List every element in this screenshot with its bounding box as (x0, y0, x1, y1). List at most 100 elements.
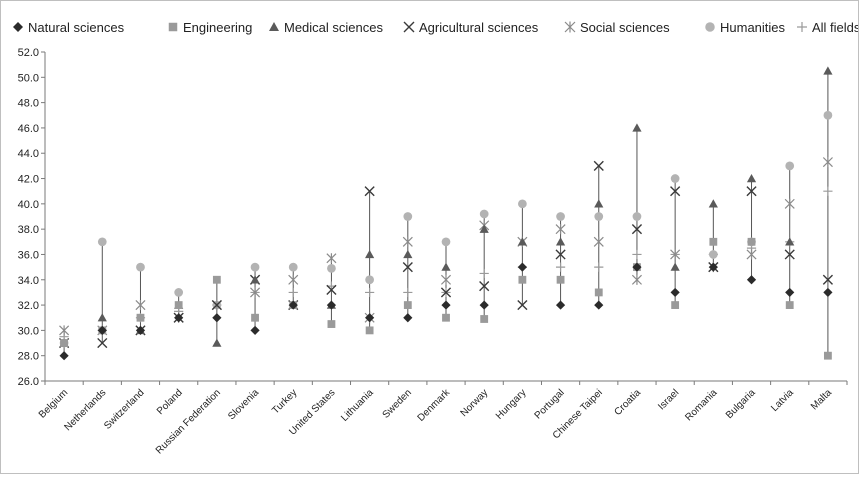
point-social-sciences-belgium (59, 325, 70, 336)
y-tick-label: 46.0 (18, 123, 39, 135)
legend-label: Engineering (183, 20, 252, 35)
point-natural-sciences-sweden (403, 313, 413, 323)
x-tick-label-latvia: Latvia (769, 387, 796, 414)
legend-marker-social-sciences (564, 21, 576, 33)
point-medical-sciences-hungary (517, 237, 527, 246)
point-social-sciences-croatia (631, 274, 642, 285)
point-social-sciences-bulgaria (746, 249, 757, 260)
legend-item-humanities: Humanities (705, 20, 786, 35)
point-agricultural-sciences-hungary (517, 299, 528, 311)
point-agricultural-sciences-sweden (402, 262, 413, 273)
point-social-sciences-chinese-taipei (593, 236, 604, 247)
point-medical-sciences-lithuania (365, 249, 375, 259)
point-natural-sciences-denmark (441, 300, 451, 310)
point-medical-sciences-malta (823, 66, 833, 75)
y-tick-label: 42.0 (18, 174, 39, 186)
point-social-sciences-denmark (440, 274, 452, 285)
point-engineering-bulgaria (747, 237, 756, 246)
point-social-sciences-malta (822, 157, 833, 168)
y-axis: 26.0 28.0 30.0 32.0 34.0 36.0 38.0 40.0 42.0 44.0… (18, 47, 46, 388)
point-humanities-lithuania (365, 275, 374, 285)
point-humanities-denmark (441, 237, 451, 247)
x-tick-label-slovenia: Slovenia (226, 387, 261, 422)
point-agricultural-sciences-latvia (784, 249, 795, 260)
point-natural-sciences-lithuania (365, 313, 375, 323)
point-humanities-croatia (632, 212, 642, 221)
point-engineering-romania (709, 237, 718, 246)
point-agricultural-sciences-croatia (631, 224, 643, 235)
point-engineering-poland (174, 301, 183, 309)
point-engineering-denmark (442, 313, 450, 322)
point-agricultural-sciences-bulgaria (746, 186, 757, 197)
point-engineering-slovenia (251, 313, 259, 322)
y-tick-label: 26.0 (18, 376, 39, 388)
legend-marker-all-fields (797, 22, 807, 32)
point-humanities-switzerland (136, 262, 145, 272)
y-tick-label: 48.0 (18, 98, 39, 110)
point-all-fields-croatia (632, 249, 642, 260)
x-tick-label-croatia: Croatia (612, 387, 643, 418)
x-tick-label-turkey: Turkey (270, 387, 299, 416)
point-engineering-hungary (518, 275, 527, 284)
legend-label: Natural sciences (28, 20, 125, 35)
series-agricultural-sciences (59, 160, 833, 349)
point-humanities-chinese-taipei (594, 212, 604, 221)
legend-label: Medical sciences (284, 20, 383, 35)
x-tick-label-netherlands: Netherlands (63, 387, 109, 433)
point-natural-sciences-romania (708, 262, 718, 272)
point-engineering-belgium (60, 339, 69, 347)
point-natural-sciences-turkey (288, 300, 298, 310)
point-agricultural-sciences-united-states (326, 284, 337, 295)
x-tick-label-lithuania: Lithuania (339, 387, 376, 424)
y-tick-label: 32.0 (18, 300, 39, 312)
x-tick-label-norway: Norway (459, 387, 491, 419)
x-tick-label-bulgaria: Bulgaria (724, 387, 758, 421)
point-social-sciences-portugal (555, 224, 566, 235)
point-engineering-chinese-taipei (594, 288, 603, 297)
point-engineering-malta (823, 351, 832, 360)
x-tick-label-israel: Israel (656, 387, 681, 412)
legend-item-agricultural-sciences: Agricultural sciences (403, 20, 539, 35)
legend: Natural sciences Engineering Medical scien… (13, 20, 859, 35)
data-markers (59, 66, 833, 361)
point-engineering-russian-federation (212, 275, 221, 284)
point-engineering-israel (671, 301, 680, 309)
point-social-sciences-sweden (402, 236, 413, 247)
point-social-sciences-united-states (326, 253, 337, 264)
point-natural-sciences-norway (479, 300, 489, 310)
point-natural-sciences-chinese-taipei (594, 300, 604, 310)
point-medical-sciences-chinese-taipei (594, 199, 604, 208)
legend-item-social-sciences: Social sciences (564, 20, 670, 35)
point-natural-sciences-poland (174, 313, 184, 323)
point-social-sciences-israel (670, 249, 681, 260)
point-engineering-sweden (403, 301, 412, 309)
point-humanities-hungary (518, 199, 527, 209)
y-tick-label: 34.0 (18, 275, 39, 287)
point-social-sciences-switzerland (135, 300, 146, 311)
point-humanities-united-states (327, 264, 336, 273)
point-medical-sciences-russian-federation (212, 338, 222, 347)
point-agricultural-sciences-lithuania (364, 186, 375, 197)
point-humanities-sweden (403, 212, 413, 221)
legend-label: Agricultural sciences (419, 20, 539, 35)
point-natural-sciences-netherlands (97, 325, 107, 335)
point-humanities-slovenia (250, 262, 260, 272)
point-all-fields-chinese-taipei (594, 262, 604, 272)
y-tick-label: 44.0 (18, 148, 39, 160)
point-humanities-turkey (288, 262, 298, 272)
x-tick-label-hungary: Hungary (494, 387, 529, 422)
legend-marker-agricultural-sciences (403, 21, 415, 33)
legend-label: Social sciences (580, 20, 670, 35)
point-medical-sciences-croatia (632, 123, 642, 132)
x-tick-label-portugal: Portugal (533, 387, 567, 421)
y-tick-label: 38.0 (18, 224, 39, 236)
point-agricultural-sciences-russian-federation (211, 299, 222, 311)
point-engineering-lithuania (365, 326, 374, 335)
point-social-sciences-slovenia (250, 287, 261, 298)
point-all-fields-turkey (288, 287, 298, 298)
point-medical-sciences-sweden (403, 249, 413, 259)
point-medical-sciences-slovenia (250, 275, 260, 284)
point-medical-sciences-norway (479, 224, 489, 233)
series-natural-sciences (59, 262, 833, 361)
